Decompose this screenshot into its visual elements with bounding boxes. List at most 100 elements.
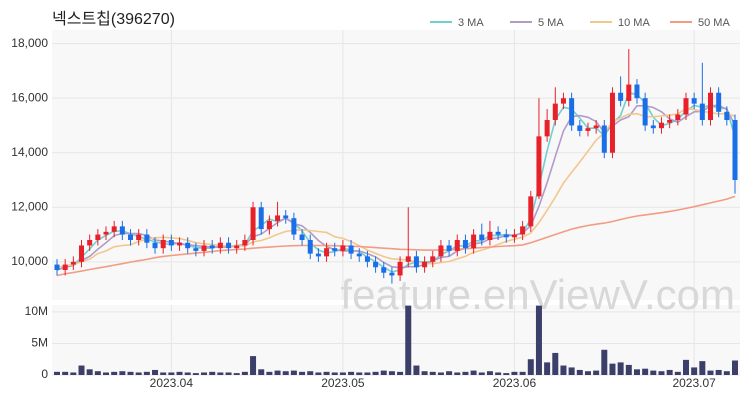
volume-bar xyxy=(127,371,134,375)
volume-bar xyxy=(682,359,689,375)
volume-bar xyxy=(364,372,371,375)
chart-title: 넥스트칩(396270) xyxy=(52,10,175,28)
candle-body xyxy=(658,122,664,129)
volume-bar xyxy=(299,371,306,375)
volume-bar xyxy=(282,371,289,375)
volume-bar xyxy=(413,365,420,375)
volume-bar xyxy=(568,367,575,375)
volume-bar xyxy=(176,371,183,375)
volume-bar xyxy=(732,360,738,375)
volume-bar xyxy=(625,364,632,375)
candle-body xyxy=(691,98,697,104)
candle-body xyxy=(503,234,509,238)
candle-body xyxy=(520,226,526,235)
candle-body xyxy=(87,240,93,246)
price-panel xyxy=(52,30,740,300)
volume-bar xyxy=(601,349,608,375)
volume-bar xyxy=(184,372,191,375)
candle-body xyxy=(209,245,215,249)
y-tick-label: 16,000 xyxy=(11,90,48,104)
y-tick-label: 10,000 xyxy=(11,254,48,268)
candle-body xyxy=(569,98,575,126)
candle-body xyxy=(217,242,223,249)
volume-bar xyxy=(356,372,363,375)
candle-body xyxy=(356,253,362,257)
candle-body xyxy=(511,234,517,238)
candle-body xyxy=(275,215,281,221)
candle-body xyxy=(667,120,673,123)
volume-bar xyxy=(633,369,640,375)
candle-body xyxy=(634,84,640,99)
candle-body xyxy=(70,261,76,265)
candle-body xyxy=(413,256,419,268)
volume-bar xyxy=(560,365,567,375)
candle-body xyxy=(626,84,632,101)
volume-bar xyxy=(217,372,224,375)
legend-label: 5 MA xyxy=(538,17,564,29)
volume-bar xyxy=(135,372,142,375)
volume-bar xyxy=(70,372,77,375)
candle-body xyxy=(462,240,468,249)
volume-bar xyxy=(519,371,526,375)
candle-body xyxy=(364,256,370,262)
volume-bar xyxy=(544,362,551,375)
candle-body xyxy=(536,136,542,197)
volume-bar xyxy=(421,371,428,375)
volume-bar xyxy=(437,372,444,375)
volume-bar xyxy=(78,365,85,375)
candle-body xyxy=(471,234,477,249)
volume-bar xyxy=(397,371,404,375)
candle-body xyxy=(79,245,85,262)
volume-bar xyxy=(348,371,355,375)
volume-bar xyxy=(674,371,681,375)
candle-body xyxy=(577,125,583,131)
volume-bar xyxy=(86,369,93,375)
candle-body xyxy=(479,234,485,240)
candle-body xyxy=(332,248,338,251)
volume-bar xyxy=(250,356,257,375)
candle-body xyxy=(299,234,305,240)
volume-bar xyxy=(535,305,542,375)
volume-bar xyxy=(429,371,436,375)
volume-bar xyxy=(119,371,126,375)
volume-bar xyxy=(241,371,248,375)
candle-body xyxy=(675,114,681,120)
candle-body xyxy=(601,125,607,153)
volume-bar xyxy=(462,371,469,375)
candle-body xyxy=(683,98,689,115)
volume-bar xyxy=(552,352,559,375)
volume-bar xyxy=(201,372,208,375)
candle-body xyxy=(609,92,615,153)
y-tick-label: 14,000 xyxy=(11,145,48,159)
candle-body xyxy=(389,272,395,276)
x-tick-label: 2023.07 xyxy=(672,376,716,390)
volume-bar xyxy=(54,371,60,375)
volume-bar xyxy=(143,371,150,375)
candle-body xyxy=(707,92,713,120)
volume-bar xyxy=(486,371,493,375)
volume-bar xyxy=(111,371,118,375)
volume-bar xyxy=(339,372,346,375)
candle-body xyxy=(495,231,501,235)
candle-body xyxy=(160,240,166,249)
volume-bar xyxy=(715,369,722,375)
candle-body xyxy=(528,196,534,227)
candle-body xyxy=(242,240,248,246)
candle-body xyxy=(307,240,313,254)
candle-body xyxy=(193,248,199,251)
volume-bar xyxy=(160,372,167,375)
candle-body xyxy=(324,248,330,257)
volume-bar xyxy=(388,371,395,375)
candle-body xyxy=(340,245,346,251)
candle-body xyxy=(438,245,444,257)
volume-bar xyxy=(495,372,502,375)
candle-body xyxy=(185,242,191,249)
volume-bar xyxy=(372,371,379,375)
candle-body xyxy=(103,231,109,235)
volume-bar xyxy=(258,369,265,375)
volume-bar xyxy=(331,372,338,375)
candle-body xyxy=(258,207,264,230)
candle-body xyxy=(544,120,550,137)
volume-bar xyxy=(62,371,69,375)
candle-body xyxy=(348,245,354,254)
